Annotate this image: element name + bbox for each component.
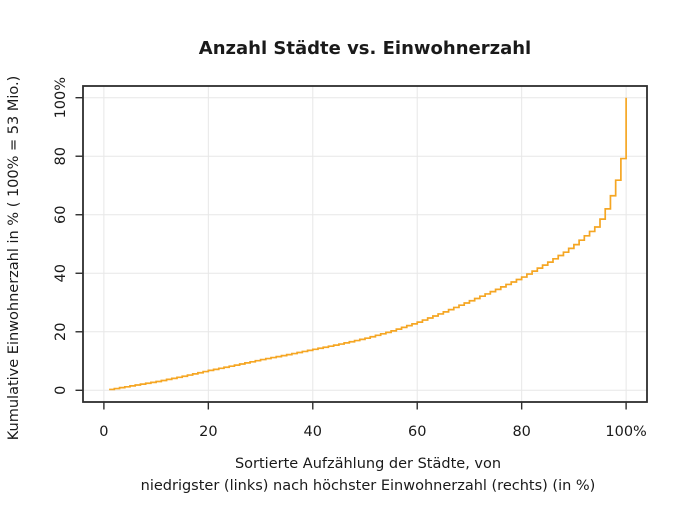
x-axis-label-line2: niedrigster (links) nach höchster Einwoh… — [141, 478, 596, 494]
x-tick-label: 80 — [512, 424, 530, 440]
y-tick-label: 100% — [53, 77, 69, 118]
gridlines — [83, 86, 647, 402]
plot-border — [82, 85, 648, 403]
x-axis-ticks — [103, 402, 627, 410]
y-axis-label: Kumulative Einwohnerzahl in % ( 100% = 5… — [6, 76, 22, 441]
cumulative-curve — [109, 97, 627, 391]
x-axis-tick-labels: 0 20 40 60 80 100% — [99, 424, 647, 440]
y-tick-label: 60 — [53, 206, 69, 224]
x-tick-label: 40 — [304, 424, 322, 440]
y-tick-label: 20 — [53, 323, 69, 341]
chart-title: Anzahl Städte vs. Einwohnerzahl — [199, 38, 531, 59]
x-tick-label: 60 — [408, 424, 426, 440]
y-tick-label: 80 — [53, 147, 69, 165]
x-axis-label-line1: Sortierte Aufzählung der Städte, von — [235, 456, 501, 472]
x-tick-label: 0 — [99, 424, 108, 440]
y-axis-tick-labels: 0 20 40 60 80 100% — [53, 77, 69, 395]
y-tick-label: 40 — [53, 264, 69, 282]
y-axis-ticks — [75, 96, 83, 391]
y-tick-label: 0 — [53, 386, 69, 395]
x-tick-label: 20 — [199, 424, 217, 440]
x-tick-label: 100% — [605, 424, 646, 440]
